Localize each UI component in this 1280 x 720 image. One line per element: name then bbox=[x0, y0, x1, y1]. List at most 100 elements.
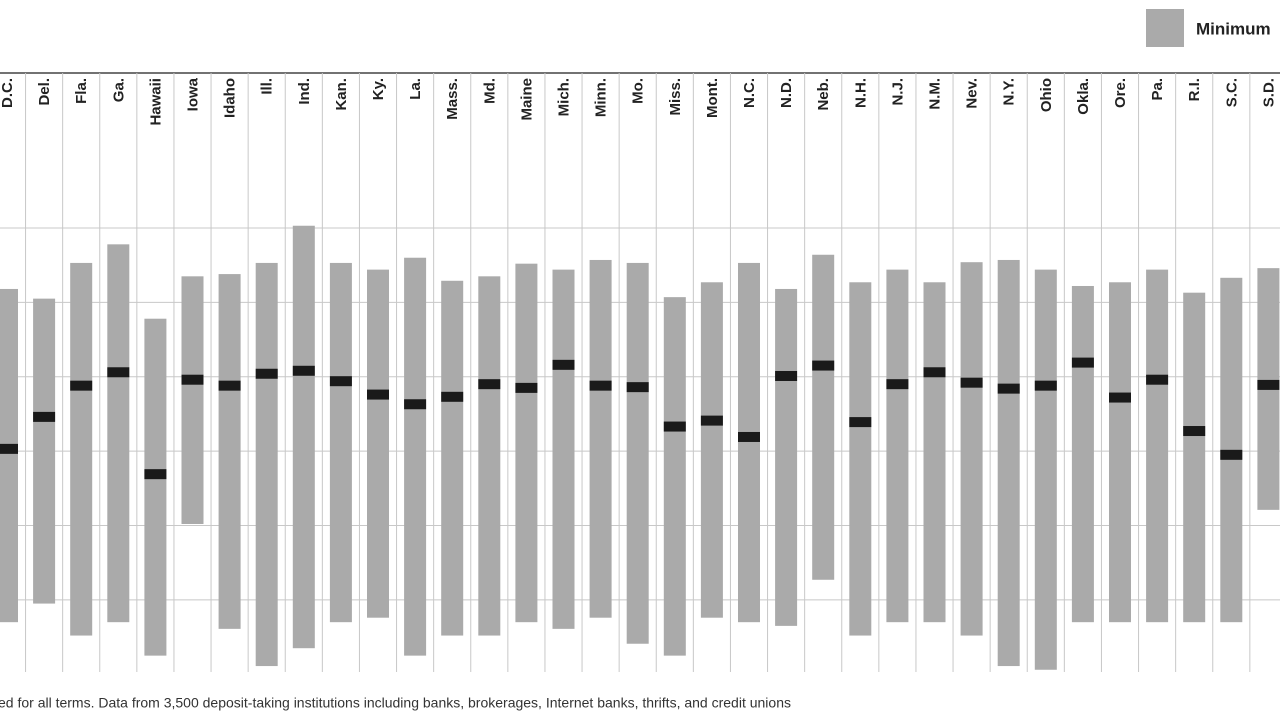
median-marker bbox=[738, 431, 760, 442]
column-label: Mont. bbox=[704, 78, 721, 118]
median-marker bbox=[107, 367, 130, 378]
range-bar bbox=[775, 288, 798, 626]
column-label: D.C. bbox=[0, 78, 16, 108]
column-label: Del. bbox=[36, 78, 53, 106]
median-marker bbox=[923, 367, 946, 378]
median-marker bbox=[255, 368, 278, 379]
median-marker bbox=[144, 469, 167, 480]
range-bar bbox=[1034, 269, 1057, 670]
range-bar bbox=[329, 262, 352, 623]
column-label: Maine bbox=[518, 78, 535, 121]
column-label: Fla. bbox=[73, 78, 90, 104]
median-marker bbox=[812, 360, 835, 371]
range-bar bbox=[181, 276, 204, 524]
range-bar bbox=[292, 225, 315, 649]
range-bar bbox=[552, 269, 575, 629]
column-label: Md. bbox=[481, 78, 498, 104]
range-bar bbox=[997, 259, 1020, 667]
column-label: Iowa bbox=[185, 77, 202, 111]
median-marker bbox=[0, 443, 18, 454]
median-marker bbox=[886, 379, 909, 390]
range-bar bbox=[700, 282, 723, 618]
range-bar bbox=[1109, 282, 1131, 623]
range-bar bbox=[1183, 292, 1206, 623]
column-label: Mo. bbox=[630, 78, 647, 104]
column-label: La. bbox=[407, 78, 424, 100]
median-marker bbox=[626, 382, 649, 393]
column-label: Mich. bbox=[556, 78, 573, 116]
column-label: Ky. bbox=[370, 78, 387, 100]
column-label: Miss. bbox=[667, 78, 684, 116]
legend-label: Minimum bbox=[1196, 19, 1271, 38]
column-label: R.I. bbox=[1186, 78, 1203, 101]
median-marker bbox=[1071, 357, 1094, 368]
median-marker bbox=[404, 399, 427, 410]
range-bar bbox=[663, 297, 686, 656]
column-label: N.J. bbox=[889, 78, 906, 106]
median-marker bbox=[292, 365, 315, 376]
median-marker bbox=[589, 380, 612, 391]
median-marker bbox=[663, 421, 686, 432]
column-label: Okla. bbox=[1075, 78, 1092, 115]
range-bar bbox=[367, 269, 389, 618]
column-label: Mass. bbox=[444, 78, 461, 120]
range-bar bbox=[1146, 269, 1169, 623]
median-marker bbox=[1257, 379, 1280, 390]
column-label: N.M. bbox=[927, 78, 944, 110]
legend-swatch bbox=[1146, 9, 1184, 47]
median-marker bbox=[329, 376, 352, 387]
range-bar bbox=[1071, 285, 1094, 623]
column-label: Minn. bbox=[593, 78, 610, 117]
column-label: Ill. bbox=[259, 78, 276, 95]
median-marker bbox=[181, 374, 204, 385]
median-marker bbox=[1220, 449, 1243, 460]
range-bar bbox=[441, 280, 464, 636]
median-marker bbox=[700, 415, 723, 426]
range-bar bbox=[886, 269, 909, 623]
median-marker bbox=[1146, 374, 1169, 385]
range-bar bbox=[589, 259, 612, 618]
range-bar bbox=[849, 282, 872, 636]
column-label: Kan. bbox=[333, 78, 350, 111]
column-label: N.C. bbox=[741, 78, 758, 108]
median-marker bbox=[70, 380, 93, 391]
median-marker bbox=[218, 380, 241, 391]
column-label: Hawaii bbox=[147, 78, 164, 126]
column-label: S.C. bbox=[1223, 78, 1240, 107]
column-label: N.Y. bbox=[1001, 78, 1018, 106]
range-bar bbox=[960, 262, 983, 636]
median-marker bbox=[441, 391, 464, 402]
range-bar bbox=[812, 254, 835, 580]
range-bar bbox=[255, 262, 278, 667]
range-bar bbox=[923, 282, 946, 623]
column-label: N.D. bbox=[778, 78, 795, 108]
range-bar bbox=[33, 298, 56, 604]
column-label: Pa. bbox=[1149, 78, 1166, 101]
median-marker bbox=[367, 389, 389, 400]
footnote: ed for all terms. Data from 3,500 deposi… bbox=[0, 695, 791, 711]
range-bar bbox=[107, 244, 130, 623]
column-label: Ga. bbox=[110, 78, 127, 102]
median-marker bbox=[775, 370, 798, 381]
median-marker bbox=[552, 359, 575, 370]
column-label: Ind. bbox=[296, 78, 313, 105]
median-marker bbox=[1034, 380, 1057, 391]
range-bar bbox=[738, 262, 760, 623]
range-bar bbox=[404, 257, 427, 656]
range-bar bbox=[218, 274, 241, 629]
median-marker bbox=[849, 417, 872, 428]
range-bar bbox=[478, 276, 501, 636]
range-bar bbox=[144, 318, 167, 656]
column-label: Neb. bbox=[815, 78, 832, 111]
column-label: Ore. bbox=[1112, 78, 1129, 108]
median-marker bbox=[960, 377, 983, 388]
range-bar bbox=[0, 288, 18, 623]
column-label: Nev. bbox=[964, 78, 981, 109]
median-marker bbox=[1183, 426, 1206, 437]
range-bar bbox=[70, 262, 93, 636]
column-label: N.H. bbox=[852, 78, 869, 108]
median-marker bbox=[33, 411, 56, 422]
median-marker bbox=[1109, 392, 1131, 403]
